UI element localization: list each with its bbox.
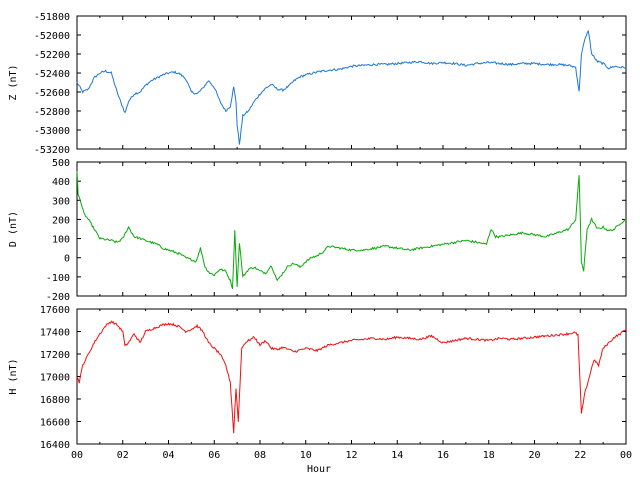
- y-tick-label: 400: [52, 177, 70, 188]
- x-axis-label: Hour: [307, 464, 331, 475]
- x-tick-label: 12: [345, 450, 357, 461]
- y-tick-label: -100: [46, 273, 70, 284]
- y-tick-label: -52600: [34, 88, 70, 99]
- y-tick-label: 0: [64, 254, 70, 265]
- y-tick-label: 17000: [40, 373, 70, 384]
- y-tick-label: 17200: [40, 350, 70, 361]
- y-tick-label: 200: [52, 215, 70, 226]
- x-tick-label: 14: [391, 450, 403, 461]
- plot-frame: [76, 308, 627, 445]
- y-axis-label: H (nT): [8, 358, 19, 394]
- y-tick-label: 17400: [40, 328, 70, 339]
- x-tick-label: 06: [208, 450, 220, 461]
- series-line: [76, 171, 627, 289]
- x-tick-label: 00: [620, 450, 632, 461]
- y-tick-label: -52200: [34, 50, 70, 61]
- panel-0: -51800 -52000 -52200 -52400 -52600 -52800 -530…: [8, 12, 627, 156]
- plot-frame: [76, 161, 627, 297]
- y-tick-label: -53000: [34, 126, 70, 137]
- y-tick-label: 17600: [40, 305, 70, 316]
- x-tick-label: 22: [574, 450, 586, 461]
- y-tick-label: -52800: [34, 107, 70, 118]
- x-tick-label: 02: [117, 450, 129, 461]
- y-tick-label: 500: [52, 158, 70, 169]
- y-tick-label: 16600: [40, 418, 70, 429]
- x-tick-label: 20: [528, 450, 540, 461]
- y-tick-label: 300: [52, 196, 70, 207]
- y-tick-label: -200: [46, 292, 70, 303]
- x-tick-label: 16: [437, 450, 449, 461]
- y-tick-label: 16400: [40, 440, 70, 451]
- x-tick-label: 18: [483, 450, 495, 461]
- panel-1: 500 400 300 200 100 0 -100 -200 D (nT): [8, 158, 627, 303]
- x-tick-label: 08: [254, 450, 266, 461]
- panel-2: 17600 17400 17200 17000 16800 16600 16400 H (nT…: [8, 305, 627, 451]
- y-axis-label: D (nT): [8, 211, 19, 247]
- x-tick-label: 10: [300, 450, 312, 461]
- plot-frame: [76, 15, 627, 150]
- y-axis-label: Z (nT): [8, 64, 19, 100]
- series-line: [76, 30, 627, 145]
- y-tick-label: -53200: [34, 145, 70, 156]
- y-tick-label: -52400: [34, 69, 70, 80]
- y-tick-label: 16800: [40, 395, 70, 406]
- y-tick-label: -51800: [34, 12, 70, 23]
- y-tick-label: 100: [52, 235, 70, 246]
- y-tick-label: -52000: [34, 31, 70, 42]
- series-line: [76, 320, 627, 434]
- x-tick-label: 04: [162, 450, 174, 461]
- x-tick-label: 00: [71, 450, 83, 461]
